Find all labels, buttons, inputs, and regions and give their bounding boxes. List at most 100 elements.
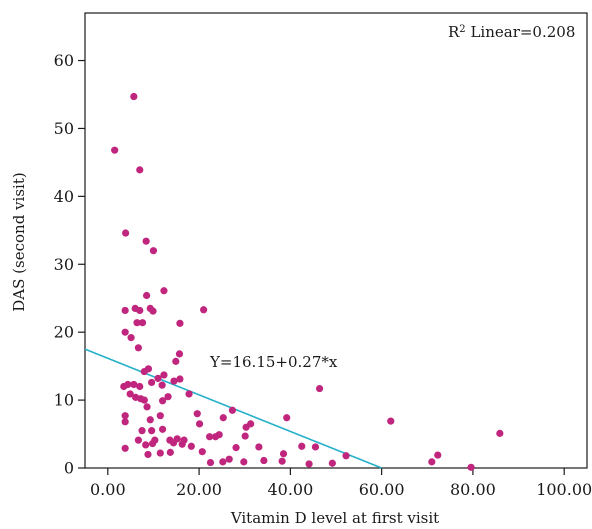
data-point [134,436,142,444]
data-point [279,450,288,458]
y-tick-label: 10 [54,391,74,410]
data-point [132,393,140,401]
data-point [187,442,195,450]
data-point [121,418,129,426]
data-point [241,432,249,440]
data-point [121,306,129,315]
data-point [158,425,167,433]
data-point [138,427,146,435]
data-point [176,375,184,383]
data-point [130,92,138,101]
data-point [496,429,504,437]
data-point [142,441,150,449]
data-point [176,319,184,327]
data-point [138,319,147,327]
data-point [121,412,129,420]
data-point [219,414,227,422]
y-tick-label: 30 [54,255,74,274]
data-point [172,357,180,365]
data-point [164,393,172,401]
y-tick-label: 50 [54,119,74,138]
data-point [126,390,134,398]
data-point [148,427,156,435]
data-point [328,459,336,467]
data-point [148,439,157,448]
data-point [232,444,240,452]
y-tick-label: 60 [54,51,74,70]
plot-frame [84,12,588,469]
data-point [260,456,268,465]
data-point [175,350,184,358]
data-point [136,306,144,315]
data-point [154,374,162,382]
data-point [166,448,174,456]
data-point [219,458,227,466]
data-point [124,380,132,389]
data-point [283,414,291,422]
data-point [428,458,436,466]
x-tick-label: 60.00 [359,480,405,499]
data-point [149,307,157,315]
data-point [240,458,248,466]
y-axis-title: DAS (second visit) [10,172,28,311]
data-point [136,166,144,174]
x-tick-label: 100.00 [536,480,592,499]
data-point [434,451,442,459]
data-point [170,377,178,385]
data-point [200,306,208,314]
data-point [160,371,168,379]
data-point [127,334,135,342]
data-point [305,460,313,468]
data-point [121,328,129,336]
data-point [148,378,156,387]
data-point [311,443,320,451]
data-point [193,410,201,418]
x-tick-label: 40.00 [267,480,313,499]
data-point [225,455,233,463]
data-point [205,433,214,441]
data-point [169,439,178,447]
data-point [198,448,206,456]
y-tick-label: 40 [54,187,74,206]
data-point [130,380,138,389]
data-point [134,344,142,352]
data-point [467,463,475,471]
data-point [121,444,129,452]
x-tick-label: 80.00 [450,480,496,499]
data-point [142,237,150,245]
data-point [149,247,158,255]
data-point [143,403,151,411]
data-point [144,450,152,459]
data-point [178,440,186,448]
data-point [315,384,324,393]
data-point [185,390,193,398]
x-axis-ticks: 0.00 20.00 40.00 60.00 80.00 100.00 [90,468,592,499]
data-point [133,319,141,327]
data-point [298,442,306,450]
data-point [140,367,148,376]
x-axis-title: Vitamin D level at first visit [230,509,439,527]
data-point [136,382,144,391]
data-point [206,458,215,467]
data-point [143,291,151,300]
r2-label: R2 Linear=0.208 [448,23,575,41]
data-point [122,229,130,237]
equation-label: Y=16.15+0.27*x [209,353,338,371]
y-axis-ticks: 0 10 20 30 40 50 60 [54,51,85,478]
y-tick-label: 0 [64,459,74,478]
y-tick-label: 20 [54,323,74,342]
x-tick-label: 0.00 [90,480,126,499]
data-point [160,287,168,295]
data-point [228,406,237,414]
data-point [387,417,395,425]
data-point [111,146,119,154]
x-tick-label: 20.00 [176,480,222,499]
data-point [158,397,167,405]
data-point [158,381,166,389]
data-point [278,457,286,465]
data-point [342,452,350,460]
data-point [140,396,148,404]
data-point [255,443,263,451]
data-point [156,449,164,457]
